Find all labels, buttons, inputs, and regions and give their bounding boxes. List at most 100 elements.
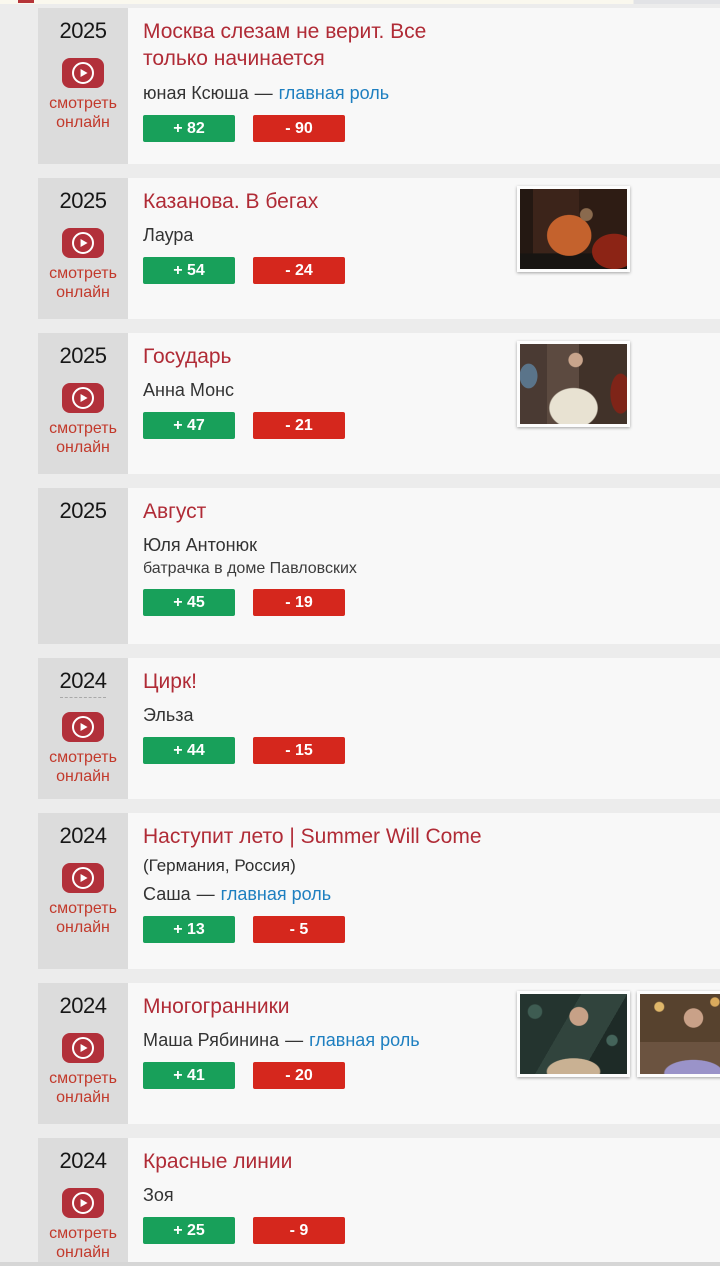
film-year-column: 2024 смотреть онлайн [38, 983, 128, 1124]
main-role-link[interactable]: главная роль [220, 884, 332, 905]
vote-down-button[interactable]: - 5 [253, 916, 345, 944]
play-icon[interactable] [62, 1188, 104, 1218]
vote-up-button[interactable]: + 25 [143, 1217, 235, 1245]
film-row: 2025 смотреть онлайн Казанова. В бегах Л… [38, 178, 720, 319]
vote-down-button[interactable]: - 21 [253, 412, 345, 440]
watch-online-label[interactable]: смотреть онлайн [49, 95, 117, 131]
play-icon[interactable] [62, 383, 104, 413]
vote-up-button[interactable]: + 13 [143, 916, 235, 944]
vote-down-button[interactable]: - 9 [253, 1217, 345, 1245]
watch-online-label[interactable]: смотреть онлайн [49, 900, 117, 936]
film-country: (Германия, Россия) [143, 856, 296, 876]
film-year[interactable]: 2025 [59, 498, 107, 523]
role-name: юная Ксюша [143, 82, 249, 103]
film-role-line: Эльза [143, 705, 720, 726]
film-photo-thumbnail[interactable] [517, 186, 630, 272]
role-name: Лаура [143, 225, 194, 246]
film-row: 2025 смотреть онлайн Москва слезам не ве… [38, 8, 720, 164]
film-role-line: Маша Рябинина — главная роль [143, 1030, 720, 1051]
vote-up-button[interactable]: + 45 [143, 589, 235, 617]
play-circle-ring [72, 232, 94, 254]
film-title-link[interactable]: Многогранники [143, 995, 290, 1018]
vote-buttons: + 44 - 15 [143, 737, 720, 765]
watch-online-label[interactable]: смотреть онлайн [49, 1225, 117, 1261]
film-title-link[interactable]: Цирк! [143, 670, 197, 693]
vote-buttons: + 25 - 9 [143, 1217, 720, 1245]
film-info: Наступит лето | Summer Will Come (Герман… [128, 813, 720, 969]
play-icon[interactable] [62, 712, 104, 742]
watch-online-block[interactable]: смотреть онлайн [38, 383, 128, 458]
play-triangle [80, 69, 88, 77]
film-title-link[interactable]: Август [143, 500, 207, 523]
role-name: Анна Монс [143, 380, 235, 401]
film-info: Казанова. В бегах Лаура + 54 - 24 [128, 178, 720, 319]
film-year[interactable]: 2024 [59, 668, 107, 698]
vote-down-button[interactable]: - 15 [253, 737, 345, 765]
vote-down-button[interactable]: - 20 [253, 1062, 345, 1090]
play-triangle [80, 874, 88, 882]
watch-online-block[interactable]: смотреть онлайн [38, 1188, 128, 1263]
play-triangle [80, 239, 88, 247]
film-year[interactable]: 2025 [59, 188, 107, 213]
main-role-link[interactable]: главная роль [309, 1030, 420, 1051]
film-info: Многогранники Маша Рябинина — главная роль… [128, 983, 720, 1124]
vote-up-button[interactable]: + 82 [143, 114, 235, 142]
play-circle-ring [72, 1192, 94, 1214]
film-year-column: 2025 смотреть онлайн [38, 178, 128, 319]
vote-down-button[interactable]: - 90 [253, 114, 345, 142]
play-circle-ring [72, 62, 94, 84]
film-title-link[interactable]: Наступит лето | Summer Will Come [143, 825, 482, 848]
watch-online-block[interactable]: смотреть онлайн [38, 58, 128, 133]
film-info: Москва слезам не верит. Все только начин… [128, 8, 720, 164]
vote-down-button[interactable]: - 19 [253, 589, 345, 617]
vote-up-button[interactable]: + 44 [143, 737, 235, 765]
film-year[interactable]: 2025 [59, 343, 107, 368]
film-role-line: юная Ксюша — главная роль [143, 83, 720, 104]
watch-online-label[interactable]: смотреть онлайн [49, 265, 117, 301]
top-red-dash [18, 0, 34, 3]
role-separator: — [196, 884, 215, 905]
vote-buttons: + 82 - 90 [143, 114, 720, 142]
film-photo-thumbnail[interactable] [637, 991, 720, 1077]
play-circle-ring [72, 1037, 94, 1059]
film-photo-thumbnail[interactable] [517, 991, 630, 1077]
film-title-link[interactable]: Казанова. В бегах [143, 190, 319, 213]
watch-online-block[interactable]: смотреть онлайн [38, 863, 128, 938]
film-info: Цирк! Эльза + 44 - 15 [128, 658, 720, 799]
play-icon[interactable] [62, 863, 104, 893]
film-photo-thumbnail[interactable] [517, 341, 630, 427]
role-name: Саша [143, 884, 191, 905]
film-role-line: Зоя [143, 1185, 720, 1206]
vote-up-button[interactable]: + 54 [143, 257, 235, 285]
play-icon[interactable] [62, 228, 104, 258]
vote-up-button[interactable]: + 41 [143, 1062, 235, 1090]
film-year[interactable]: 2024 [59, 1148, 107, 1173]
film-info: Государь Анна Монс + 47 - 21 [128, 333, 720, 474]
film-row: 2025 смотреть онлайн Август Юля Антонюк … [38, 488, 720, 644]
play-icon[interactable] [62, 1033, 104, 1063]
watch-online-block[interactable]: смотреть онлайн [38, 712, 128, 787]
watch-online-label[interactable]: смотреть онлайн [49, 749, 117, 785]
film-year[interactable]: 2024 [59, 823, 107, 848]
play-icon[interactable] [62, 58, 104, 88]
watch-online-block[interactable]: смотреть онлайн [38, 1033, 128, 1108]
role-separator: — [285, 1030, 304, 1051]
watch-online-label[interactable]: смотреть онлайн [49, 420, 117, 456]
film-role-line: Анна Монс [143, 380, 720, 401]
watch-online-label[interactable]: смотреть онлайн [49, 1070, 117, 1106]
film-title-link[interactable]: Красные линии [143, 1150, 293, 1173]
film-year[interactable]: 2024 [59, 993, 107, 1018]
film-year[interactable]: 2025 [59, 18, 107, 43]
watch-online-block[interactable]: смотреть онлайн [38, 228, 128, 303]
vote-buttons: + 54 - 24 [143, 257, 720, 285]
main-role-link[interactable]: главная роль [278, 82, 390, 103]
bottom-edge-line [0, 1262, 720, 1266]
film-title-link[interactable]: Москва слезам не верит. Все только начин… [143, 20, 427, 71]
film-year-column: 2024 смотреть онлайн [38, 658, 128, 799]
vote-up-button[interactable]: + 47 [143, 412, 235, 440]
film-title-link[interactable]: Государь [143, 345, 232, 368]
play-circle-ring [72, 387, 94, 409]
vote-down-button[interactable]: - 24 [253, 257, 345, 285]
